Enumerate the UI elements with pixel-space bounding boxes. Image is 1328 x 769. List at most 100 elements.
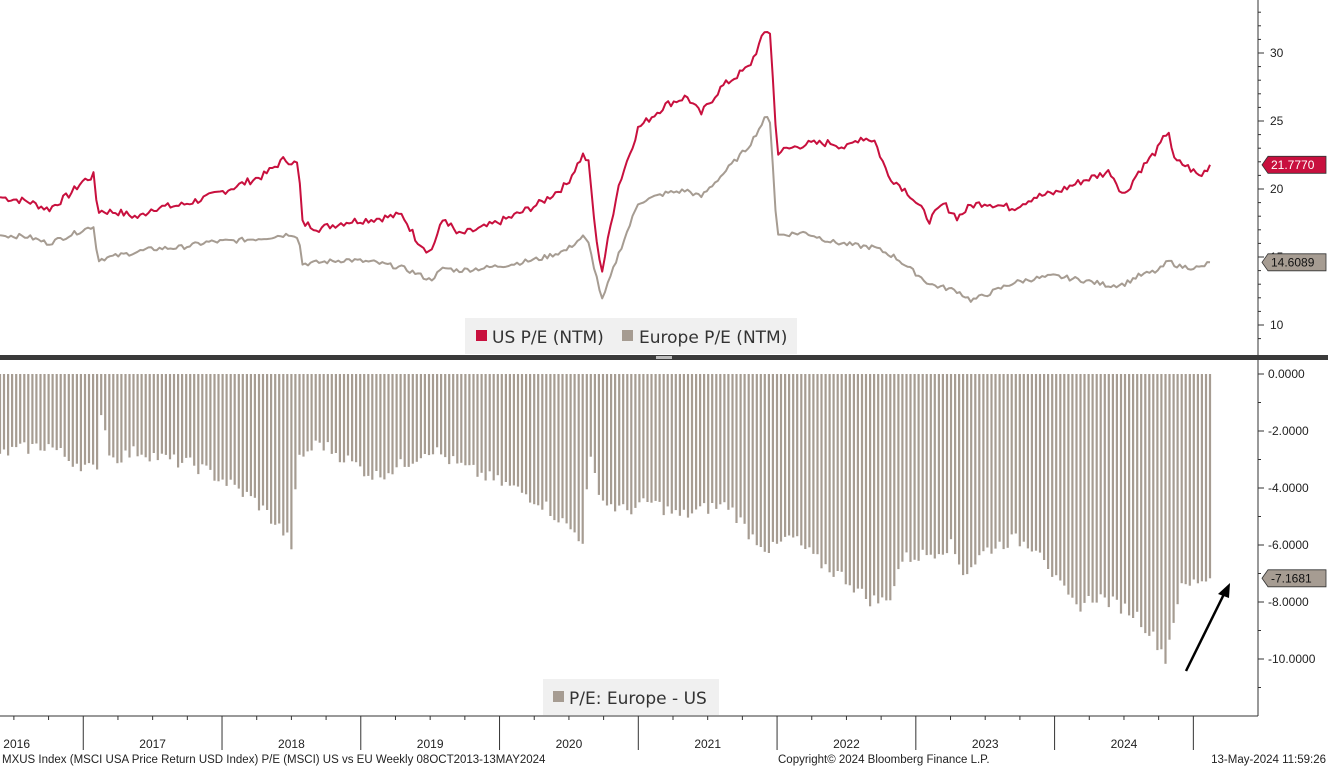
bar <box>496 374 499 476</box>
bar <box>949 374 953 540</box>
bar <box>622 374 625 505</box>
bar <box>164 374 167 455</box>
bar <box>120 374 123 463</box>
bar <box>168 374 172 460</box>
bar <box>148 374 151 462</box>
bar <box>306 374 309 452</box>
upper-y-axis: 1015202530 <box>1257 0 1284 355</box>
bar <box>391 374 394 475</box>
bar <box>966 374 969 575</box>
bar <box>1111 374 1114 597</box>
bar <box>96 374 99 470</box>
bar <box>1136 374 1139 612</box>
bar <box>314 374 317 441</box>
bar <box>456 374 459 464</box>
bar <box>1099 374 1102 595</box>
bar <box>537 374 540 506</box>
bar <box>363 374 366 477</box>
bar <box>334 374 337 453</box>
lower-legend-box <box>543 679 719 715</box>
bar <box>201 374 204 465</box>
bar <box>820 374 823 569</box>
bar <box>885 374 888 601</box>
bar <box>747 374 750 540</box>
bar <box>610 374 613 505</box>
bar <box>1168 374 1171 640</box>
bar <box>986 374 989 548</box>
bar <box>605 374 609 506</box>
bar <box>160 374 163 454</box>
bar <box>759 374 762 547</box>
bar <box>614 374 617 512</box>
bar <box>1148 374 1151 636</box>
bar <box>856 374 859 589</box>
bar <box>695 374 698 510</box>
bar <box>197 374 200 475</box>
bar <box>646 374 649 502</box>
upper-legend: US P/E (NTM) Europe P/E (NTM) <box>465 318 797 354</box>
bar <box>108 374 111 456</box>
upper-plot <box>0 31 1211 303</box>
bar <box>286 374 289 533</box>
bar <box>1180 374 1183 584</box>
bar <box>925 374 928 556</box>
bar <box>452 374 455 457</box>
bar <box>395 374 398 468</box>
bar <box>59 374 62 448</box>
bar <box>144 374 147 458</box>
bar <box>755 374 758 546</box>
year-label: 2016 <box>3 737 30 751</box>
bar <box>472 374 475 465</box>
bar <box>185 374 188 458</box>
lower-tick-label: -2.0000 <box>1268 424 1309 438</box>
bar <box>917 374 920 561</box>
bar <box>51 374 54 448</box>
x-axis: 2016 2017 2018 2019 2020 2021 2022 2023 2024 <box>0 715 1258 751</box>
bar <box>545 374 548 502</box>
bar <box>83 374 87 465</box>
bar <box>703 374 706 504</box>
bar <box>116 374 119 464</box>
bar <box>1010 374 1013 535</box>
bar <box>1063 374 1066 586</box>
bar <box>1051 374 1054 577</box>
bar <box>739 374 742 518</box>
bar <box>974 374 977 565</box>
bar <box>330 374 333 454</box>
panel-divider[interactable] <box>0 355 1328 360</box>
bar <box>1204 374 1208 582</box>
lower-legend: P/E: Europe - US <box>543 679 719 715</box>
bar <box>2 374 6 450</box>
bar <box>589 374 592 457</box>
bar <box>1192 374 1195 580</box>
upper-tick-label: 30 <box>1270 46 1284 60</box>
bar <box>19 374 22 444</box>
bar <box>266 374 269 510</box>
bar <box>1022 374 1025 542</box>
bar <box>711 374 714 503</box>
bar <box>1006 374 1009 548</box>
bar <box>581 374 584 544</box>
bar <box>1087 374 1090 596</box>
bar <box>662 374 665 516</box>
bar <box>998 374 1001 542</box>
year-label: 2020 <box>556 737 583 751</box>
bar <box>642 374 645 499</box>
bar <box>419 374 422 459</box>
bar <box>893 374 896 587</box>
bar <box>63 374 66 457</box>
bar <box>233 374 236 485</box>
bar <box>423 374 426 454</box>
bar <box>812 374 815 554</box>
bar <box>411 374 414 464</box>
arrow-head <box>1218 583 1230 598</box>
bar <box>172 374 176 455</box>
bar <box>237 374 240 489</box>
bar <box>597 374 600 495</box>
bar <box>788 374 791 536</box>
tag-europe-shape <box>1261 253 1327 272</box>
bar <box>682 374 685 510</box>
lower-y-axis: 0.0000 -2.0000 -4.0000 -6.0000 -8.0000 -10.00… <box>1257 360 1316 716</box>
bar <box>585 374 588 490</box>
